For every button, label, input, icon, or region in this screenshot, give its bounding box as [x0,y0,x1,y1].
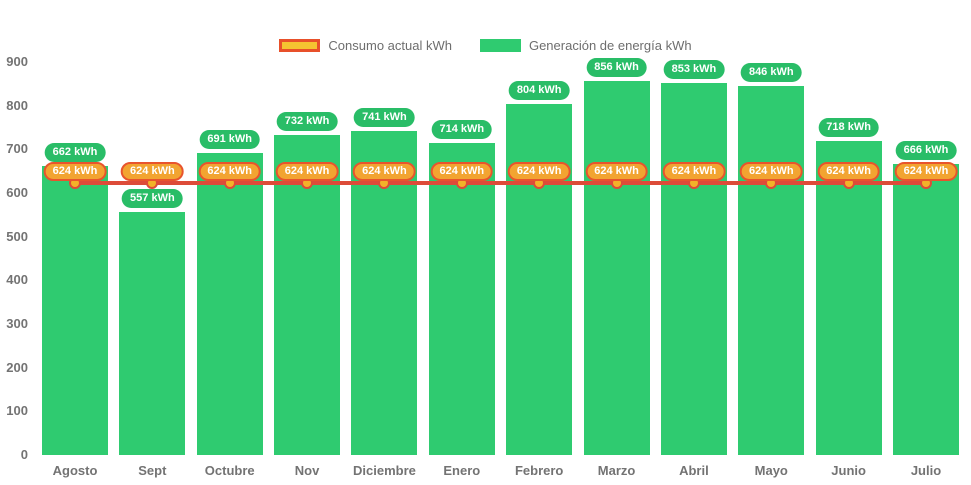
y-axis-tick-label: 700 [6,141,28,157]
x-axis-month-label: Diciembre [353,463,416,478]
generation-value-badge: 557 kWh [122,188,183,208]
consumption-value-badge: 624 kWh [894,161,958,181]
generation-bar[interactable] [660,82,727,455]
x-axis-month-label: Febrero [514,463,564,478]
generation-bar[interactable] [583,81,650,455]
consumption-value-badge: 624 kWh [353,161,416,181]
consumption-value-badge: 624 kWh [662,161,726,181]
x-axis-month-label: Octubre [204,463,255,478]
x-axis-month-label: Marzo [597,463,636,478]
generation-bar[interactable] [119,211,186,455]
x-axis-month-label: Abril [679,463,709,478]
generation-bar[interactable] [893,164,959,455]
y-axis-tick-label: 900 [6,54,28,69]
consumption-value-badge: 624 kWh [817,161,880,181]
generation-value-badge: 846 kWh [740,62,802,82]
x-axis-month-label: Junio [831,463,866,478]
consumption-value-badge: 624 kWh [43,161,107,181]
generation-value-badge: 666 kWh [895,141,957,161]
legend-label-generacion: Generación de energía kWh [528,38,692,53]
y-axis-tick-label: 800 [6,97,28,113]
generation-value-badge: 853 kWh [663,59,725,79]
consumption-value-badge: 624 kWh [739,161,803,181]
consumption-value-badge: 624 kWh [585,161,648,181]
generation-bar[interactable] [42,165,108,455]
generation-bar[interactable] [196,153,263,455]
legend-label-consumo: Consumo actual kWh [328,38,452,53]
consumption-line [70,180,931,185]
generation-value-badge: 856 kWh [586,58,647,78]
y-axis-tick-label: 500 [6,228,28,244]
x-axis-month-label: Enero [443,463,481,478]
generation-value-badge: 804 kWh [508,80,570,100]
generation-bar[interactable] [738,85,805,455]
generation-value-badge: 714 kWh [431,120,493,140]
consumption-value-badge: 624 kWh [121,161,184,181]
x-axis-month-label: Mayo [754,463,788,478]
y-axis-tick-label: 200 [6,359,28,375]
y-axis-tick-label: 600 [6,185,28,200]
consumption-value-badge: 624 kWh [507,161,571,181]
generation-value-badge: 718 kWh [818,118,879,138]
x-axis-month-label: Nov [294,463,320,478]
y-axis-tick-label: 300 [6,316,28,331]
y-axis-tick-label: 0 [20,447,28,462]
y-axis-tick-label: 400 [6,272,28,288]
generation-value-badge: 691 kWh [199,130,261,150]
y-axis-tick-label: 100 [6,403,28,419]
x-axis-month-label: Sept [138,463,167,478]
generacion-swatch-icon [479,39,521,52]
generation-bar[interactable] [428,143,495,455]
consumption-value-badge: 624 kWh [198,161,262,181]
x-axis-month-label: Julio [910,463,942,478]
generation-value-badge: 741 kWh [354,108,415,128]
consumption-value-badge: 624 kWh [275,161,339,181]
generation-value-badge: 662 kWh [44,142,106,162]
generation-bar[interactable] [274,135,341,455]
generation-value-badge: 732 kWh [276,112,338,132]
legend-item-consumo[interactable]: Consumo actual kWh [279,38,452,53]
generation-bar[interactable] [506,103,573,455]
generation-bar[interactable] [815,141,882,455]
consumption-value-badge: 624 kWh [430,161,494,181]
legend-item-generacion[interactable]: Generación de energía kWh [479,38,692,53]
x-axis-month-label: Agosto [52,463,98,478]
consumo-swatch-icon [279,39,321,52]
chart-legend: Consumo actual kWh Generación de energía… [0,38,971,53]
